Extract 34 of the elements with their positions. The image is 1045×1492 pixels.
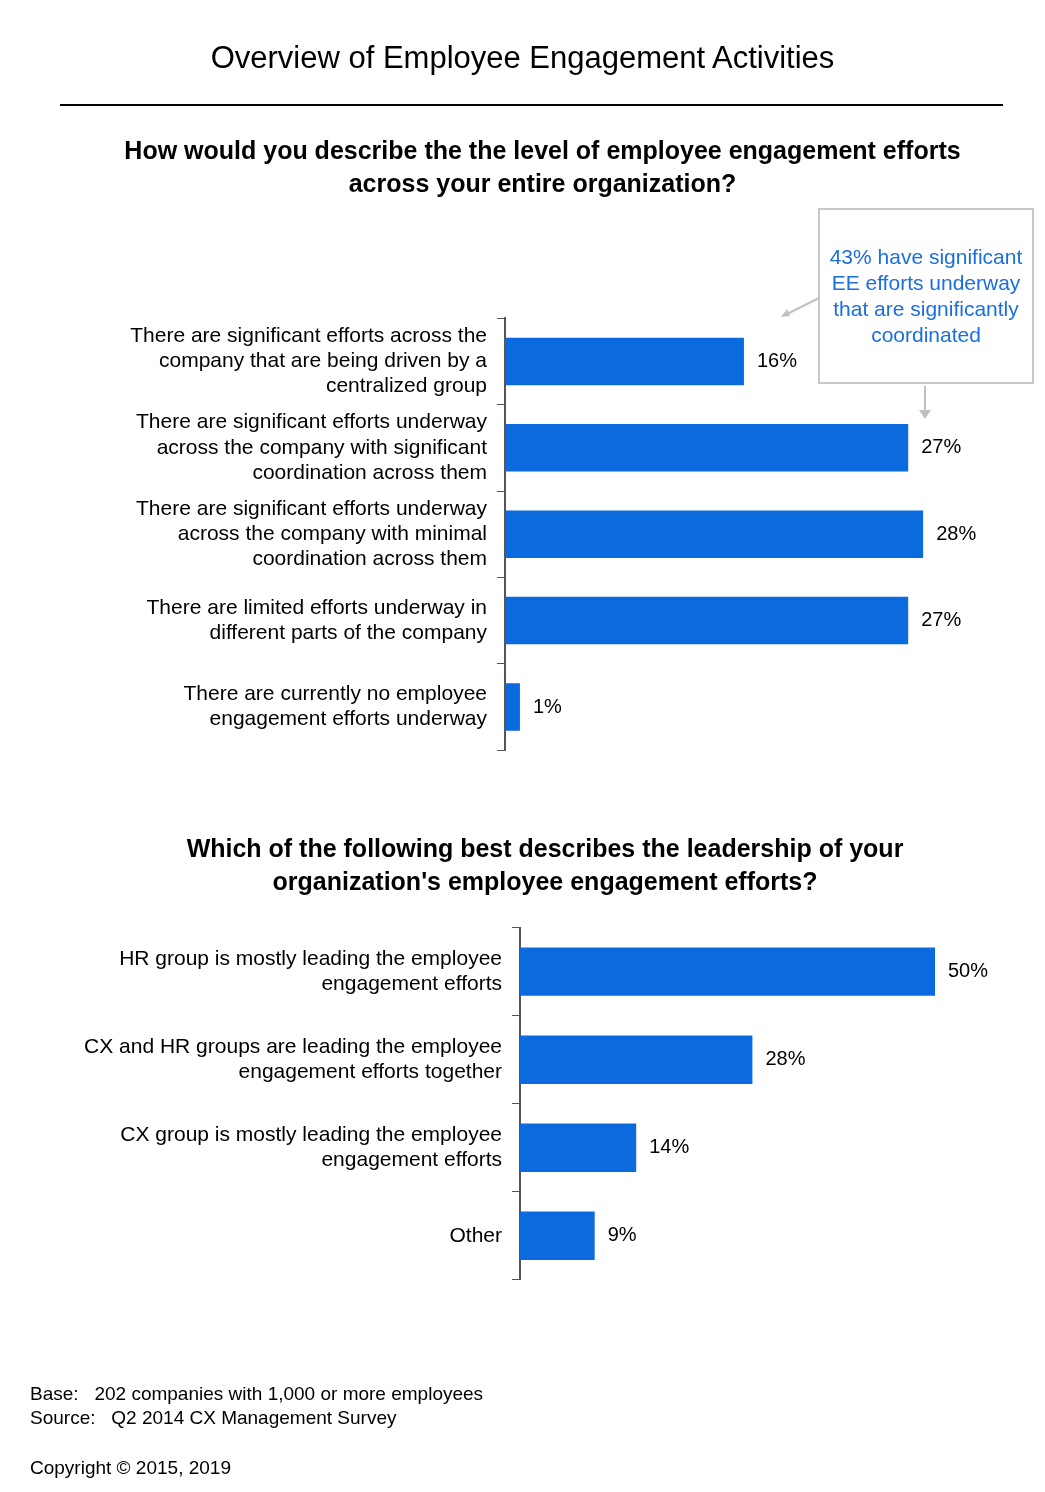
y-tick-label: HR group is mostly leading the employee engagement efforts [119, 945, 502, 995]
y-tick-label: There are significant efforts across the company that are being driven by a centralized group [130, 323, 488, 397]
bar [520, 1123, 637, 1172]
y-tick-label: CX and HR groups are leading the employee engagement efforts together [84, 1033, 502, 1083]
data-label: 27% [921, 608, 962, 631]
y-tick-label: There are limited efforts underway in different parts of the company [146, 594, 488, 643]
bar [505, 683, 520, 731]
bar [505, 596, 909, 645]
chart-title: Which of the following best describes the leadership of your organization's employee engagement efforts? [185, 833, 905, 897]
bar [505, 424, 909, 472]
data-label: 14% [649, 1135, 690, 1158]
data-label: 1% [532, 694, 563, 717]
data-label: 50% [948, 959, 989, 982]
annotation: 43% have significant EE efforts underway that are significantly coordinated [818, 208, 1034, 384]
data-label: 28% [936, 521, 977, 544]
bar [505, 510, 924, 558]
bar [520, 947, 935, 996]
y-tick-label: There are currently no employee engagement efforts underway [183, 681, 488, 730]
data-label: 28% [765, 1047, 806, 1070]
bar [505, 337, 744, 386]
text: Base: 202 companies with 1,000 or more employees [30, 1382, 484, 1406]
data-label: 16% [756, 348, 798, 371]
chart-title: Overview of Employee Engagement Activities [209, 40, 836, 76]
data-label: 9% [607, 1223, 637, 1246]
y-tick-label: CX group is mostly leading the employee engagement efforts [120, 1121, 502, 1171]
chart-subtitle: How would you describe the the level of employee engagement efforts across your entire organization? [123, 135, 962, 199]
y-tick-label: There are significant efforts underway across the company with significant coordination across them [136, 409, 488, 483]
data-label: 27% [921, 435, 962, 458]
source-note: Source: Q2 2014 CX Management Survey [30, 1406, 398, 1430]
bar [520, 1035, 753, 1084]
y-tick-label: There are significant efforts underway across the company with minimal coordination across them [136, 495, 488, 570]
y-tick-label: Other [449, 1222, 502, 1246]
bar [520, 1211, 595, 1260]
text: Copyright © 2015, 2019 [30, 1456, 232, 1480]
